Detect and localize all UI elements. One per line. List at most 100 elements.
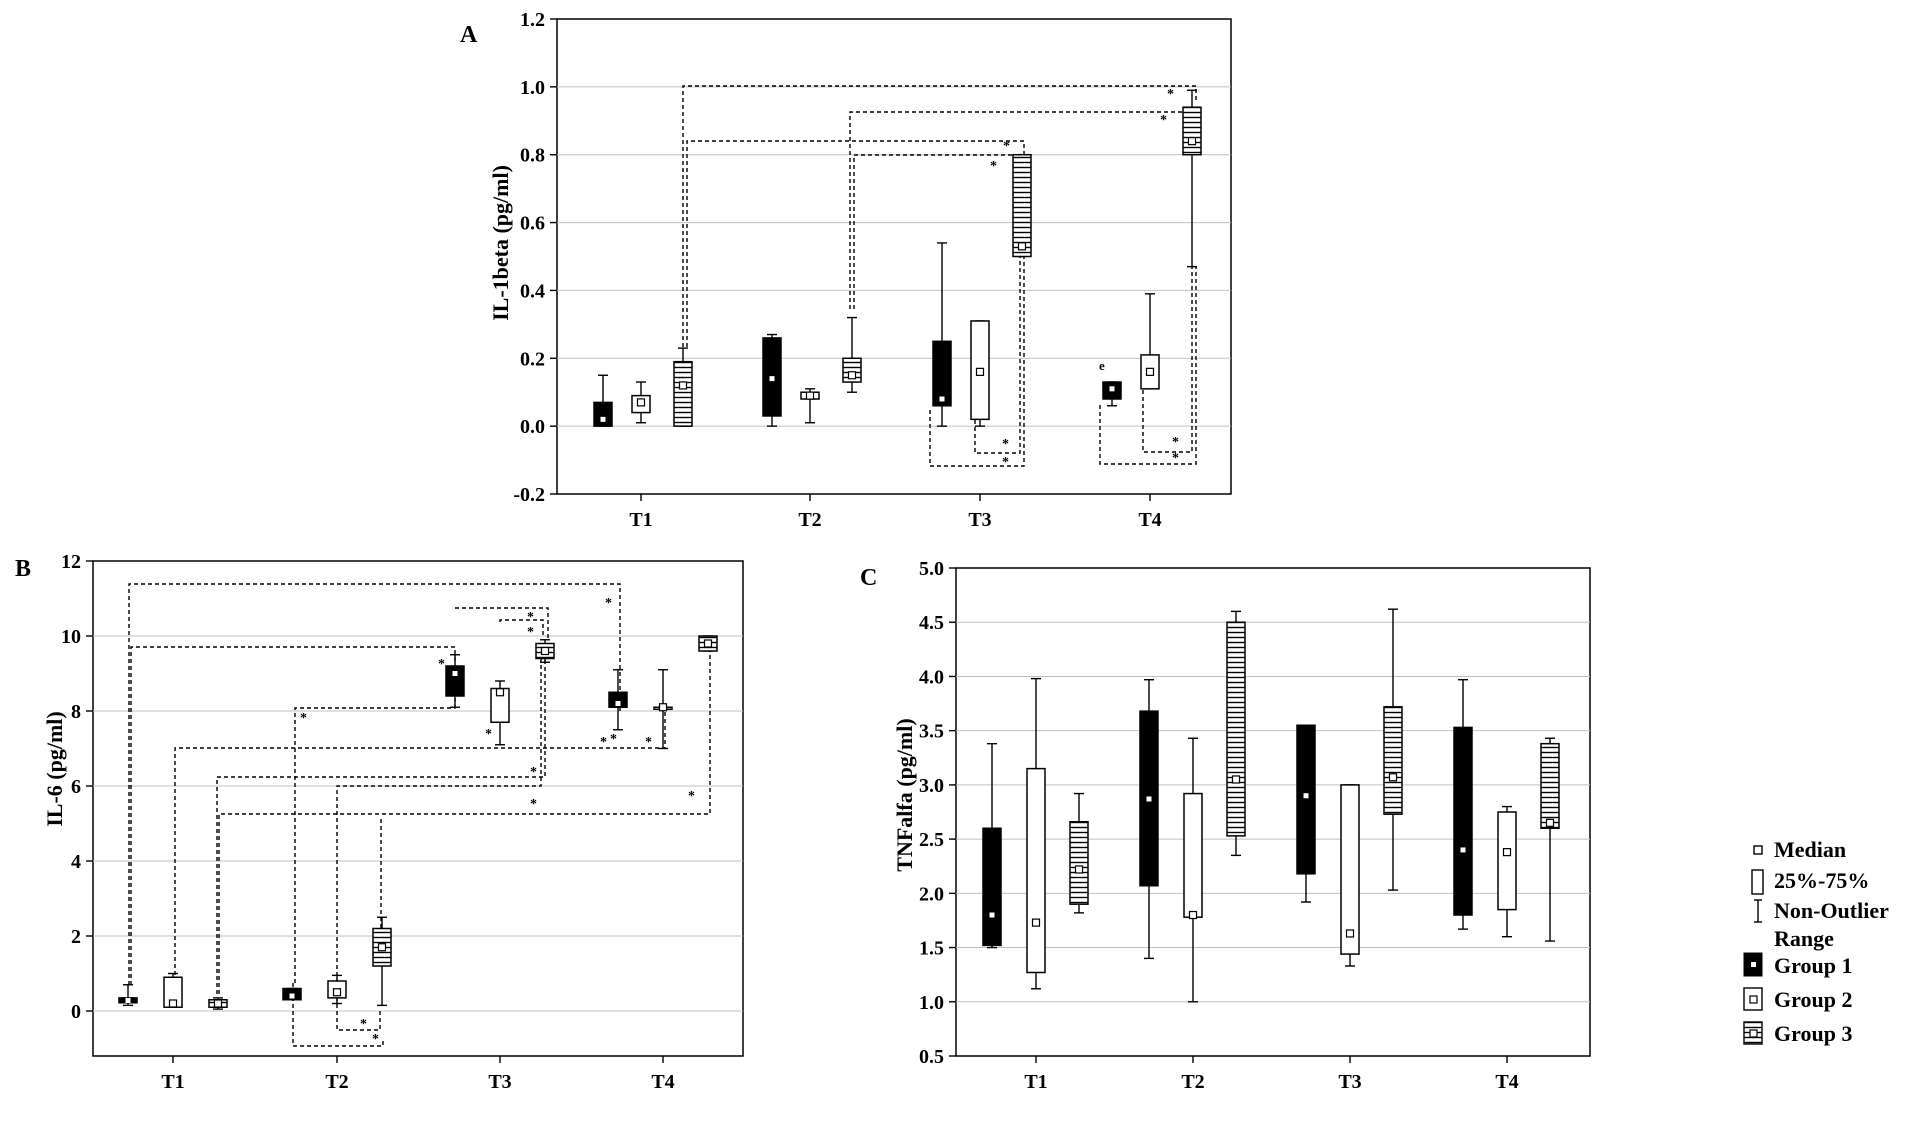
y-tick-label: 12	[61, 551, 81, 573]
x-tick-label: T2	[798, 509, 821, 531]
box-group2-t3	[1340, 784, 1360, 967]
panel-b-y-ticks: 0 2 4 6 8 10 12	[61, 551, 93, 1023]
iqr-box	[842, 357, 862, 383]
box-group3-t2	[372, 916, 392, 1007]
box-group1-t1	[118, 984, 138, 1007]
median-marker	[495, 688, 505, 697]
median-marker	[1146, 796, 1152, 802]
y-tick-label: 1.5	[919, 938, 944, 960]
bracket-a-g3-t2-t4	[849, 111, 1193, 309]
box-group1-t2	[282, 987, 302, 1001]
y-tick-label: 5.0	[919, 558, 944, 580]
box-group3-t2	[1226, 610, 1246, 857]
asterisk: *	[438, 657, 445, 672]
panel-b-grid	[93, 635, 743, 1012]
y-tick-label: 2	[71, 926, 81, 948]
median-marker	[213, 999, 223, 1008]
asterisk: *	[1003, 139, 1010, 154]
y-tick-label: 2.0	[919, 883, 944, 905]
bracket-b-g1-t1-t3	[130, 646, 456, 985]
box-group2-t4	[1497, 805, 1517, 938]
median-marker	[1545, 818, 1555, 827]
box-group2-t3	[490, 680, 510, 746]
letter-e: e	[1099, 358, 1105, 373]
median-marker-icon	[1751, 962, 1756, 967]
asterisk: *	[530, 797, 537, 812]
asterisk: *	[360, 1017, 367, 1032]
median-marker	[1145, 367, 1155, 376]
box-group2-t1	[1026, 677, 1046, 990]
panel-c-y-axis-label: TNFalfa (pg/ml)	[892, 718, 917, 871]
panel-c-y-ticks: 0.5 1.0 1.5 2.0 2.5 3.0 3.5 4.0 4.5 5.0	[919, 558, 956, 1068]
median-marker-icon	[1749, 995, 1758, 1004]
panel-a-frame	[556, 18, 1232, 495]
y-tick-label: 6	[71, 776, 81, 798]
box-group3-t2	[842, 316, 862, 393]
box-group2-t1	[631, 381, 651, 424]
y-tick-label: 0.4	[520, 280, 545, 302]
y-tick-label: 1.0	[919, 992, 944, 1014]
y-tick-label: 1.0	[520, 77, 545, 99]
asterisk: *	[300, 711, 307, 726]
asterisk: *	[1002, 455, 1009, 470]
box-group1-t2	[762, 333, 782, 427]
box-group2-t3	[970, 320, 990, 427]
legend-item-median: Median	[1753, 837, 1846, 862]
median-marker	[939, 396, 945, 402]
bracket-b-g2-t1-t4	[174, 712, 666, 975]
box-group1-t3	[932, 242, 952, 427]
box-group1-t1	[982, 742, 1002, 949]
panel-a-letter: A	[460, 22, 478, 48]
median-marker	[615, 701, 621, 706]
box-group3-t3	[535, 639, 555, 663]
legend-label: 25%-75%	[1774, 868, 1869, 893]
panel-c-letter: C	[860, 565, 877, 591]
box-group1-t4	[608, 669, 628, 731]
asterisk: *	[605, 596, 612, 611]
asterisk: *	[1172, 451, 1179, 466]
y-tick-label: -0.2	[513, 484, 545, 506]
legend-item-group2: Group 2	[1743, 987, 1852, 1012]
iqr-box	[1296, 724, 1316, 875]
box-group3-t1	[208, 997, 228, 1010]
y-tick-label: 4.0	[919, 666, 944, 688]
panel-b-annotations: * * * * * * * * * * * * * *	[300, 596, 695, 1047]
bracket-b-g2g3-t2	[336, 990, 381, 1031]
legend-label: Group 1	[1774, 953, 1852, 978]
bracket-a-g1g3-t3	[929, 250, 1025, 467]
box-group1-t4	[1453, 678, 1473, 930]
median-marker	[703, 639, 713, 648]
legend-item-group1: Group 1	[1743, 952, 1852, 978]
box-group3-t1	[673, 347, 693, 427]
bracket-a-g3-t1-t3	[686, 140, 1025, 347]
x-tick-label: T3	[968, 509, 991, 531]
bracket-b-g2g3-t3	[499, 619, 544, 638]
x-tick-label: T1	[161, 1071, 184, 1093]
panel-a-annotations: * * * * * * * * e	[990, 87, 1179, 470]
asterisk: *	[1160, 113, 1167, 128]
box-group3-t3	[1383, 608, 1403, 891]
median-marker	[658, 703, 668, 712]
median-marker	[1017, 242, 1027, 251]
box-group1-t2	[1139, 678, 1159, 960]
x-tick-label: T4	[651, 1071, 674, 1093]
median-marker	[1388, 773, 1398, 782]
asterisk: *	[688, 789, 695, 804]
median-marker	[332, 988, 342, 997]
y-tick-label: 0.0	[520, 416, 545, 438]
box-group2-t4	[1140, 293, 1160, 390]
y-tick-label: 0.8	[520, 145, 545, 167]
asterisk: *	[600, 735, 607, 750]
x-tick-label: T2	[325, 1071, 348, 1093]
iqr-box	[445, 665, 465, 697]
iqr-box	[1226, 621, 1246, 837]
median-marker-icon	[1753, 845, 1763, 855]
y-tick-label: 1.2	[520, 9, 545, 31]
iqr-box	[1026, 767, 1046, 974]
iqr-box	[1540, 742, 1560, 830]
box-group3-t3	[1012, 153, 1032, 258]
panel-a-boxes	[593, 89, 1202, 427]
bracket-a-g1g3-t4	[1099, 267, 1197, 465]
legend: Median 25%-75% Non-Outlier Range Group 1…	[1743, 837, 1889, 1046]
bracket-a-g2g3-t4	[1142, 267, 1193, 453]
